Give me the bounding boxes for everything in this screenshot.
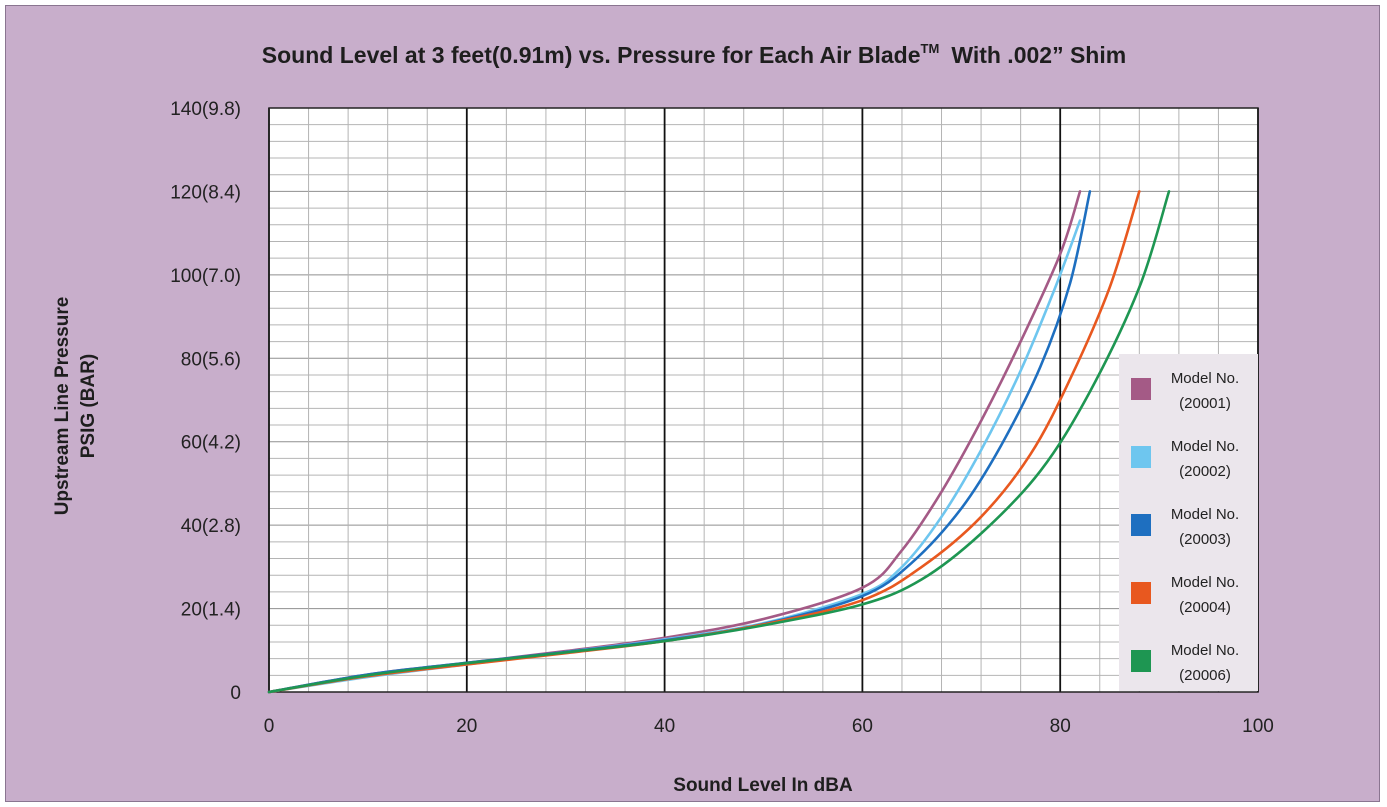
legend-label-code: (20006) <box>1179 667 1231 684</box>
x-axis-title: Sound Level In dBA <box>673 775 853 796</box>
chart-svg: Sound Level at 3 feet(0.91m) vs. Pressur… <box>52 41 1274 796</box>
plot-area <box>269 108 1258 692</box>
y-tick-label: 40(2.8) <box>181 516 241 537</box>
legend-swatch <box>1131 446 1151 468</box>
y-axis-title-line1: Upstream Line Pressure <box>52 297 73 516</box>
y-axis-ticks: 0 20(1.4) 40(2.8) 60(4.2) 80(5.6) 100(7.0) 120… <box>170 99 241 704</box>
legend-label-code: (20003) <box>1179 531 1231 548</box>
y-tick-label: 0 <box>230 683 241 704</box>
series-lines <box>267 190 1171 694</box>
y-axis-title-line2: PSIG (BAR) <box>78 354 99 459</box>
series-line-5 <box>267 190 1171 694</box>
legend-label: Model No. <box>1171 574 1239 591</box>
x-tick-label: 100 <box>1242 716 1274 737</box>
legend-swatch <box>1131 378 1151 400</box>
legend-label-code: (20002) <box>1179 463 1231 480</box>
legend: Model No. (20001) Model No. (20002) Model No… <box>1119 354 1258 691</box>
chart-title: Sound Level at 3 feet(0.91m) vs. Pressur… <box>262 41 1126 68</box>
chart-title-main: Sound Level at 3 feet(0.91m) vs. Pressur… <box>262 42 921 68</box>
legend-swatch <box>1131 582 1151 604</box>
x-axis-ticks: 0 20 40 60 80 100 <box>264 716 1274 737</box>
legend-label-code: (20004) <box>1179 599 1231 616</box>
x-tick-label: 40 <box>654 716 675 737</box>
x-tick-label: 0 <box>264 716 275 737</box>
x-tick-label: 80 <box>1050 716 1071 737</box>
legend-label: Model No. <box>1171 370 1239 387</box>
chart-title-trademark: TM <box>921 41 940 56</box>
y-tick-label: 140(9.8) <box>170 99 241 120</box>
y-tick-label: 100(7.0) <box>170 266 241 287</box>
y-tick-label: 20(1.4) <box>181 600 241 621</box>
legend-label-code: (20001) <box>1179 395 1231 412</box>
chart-frame: Sound Level at 3 feet(0.91m) vs. Pressur… <box>5 5 1380 802</box>
legend-swatch <box>1131 650 1151 672</box>
grid <box>268 107 1259 693</box>
x-tick-label: 60 <box>852 716 873 737</box>
y-tick-label: 120(8.4) <box>170 182 241 203</box>
x-tick-label: 20 <box>456 716 477 737</box>
chart-title-suffix: With .002” Shim <box>951 42 1126 68</box>
legend-label: Model No. <box>1171 642 1239 659</box>
legend-items: Model No. (20001) Model No. (20002) Model No… <box>1131 370 1239 684</box>
legend-label: Model No. <box>1171 506 1239 523</box>
y-tick-label: 80(5.6) <box>181 349 241 370</box>
y-tick-label: 60(4.2) <box>181 433 241 454</box>
legend-swatch <box>1131 514 1151 536</box>
legend-label: Model No. <box>1171 438 1239 455</box>
